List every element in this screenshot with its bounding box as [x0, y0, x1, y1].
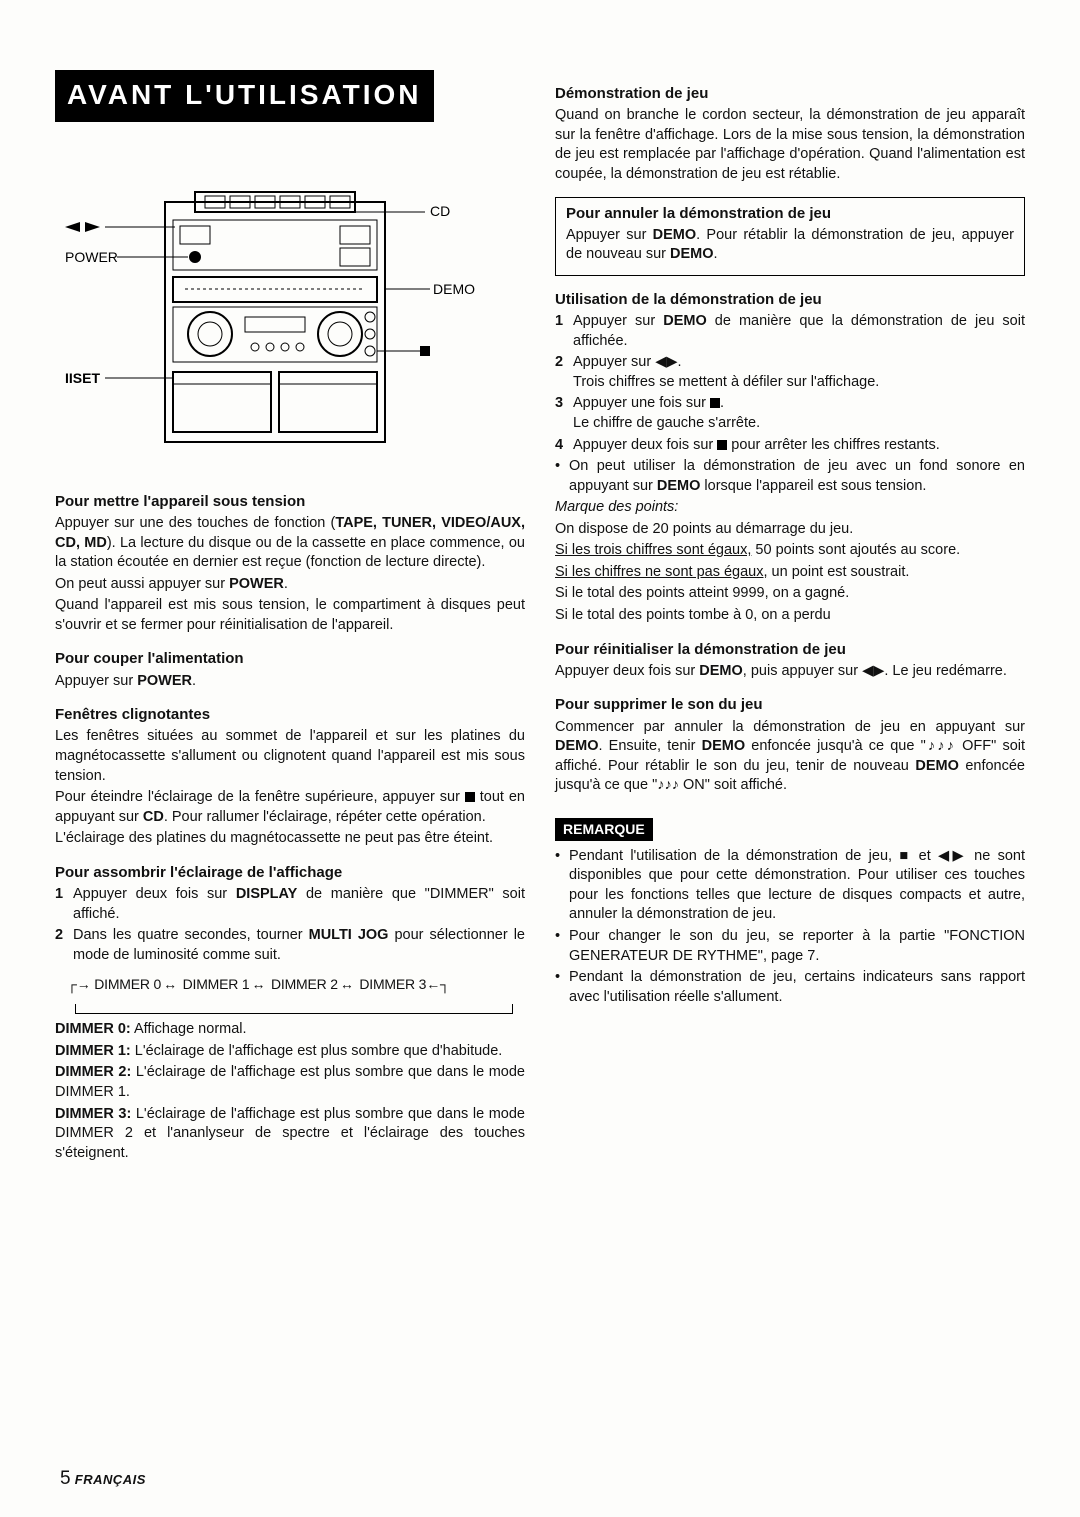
dimmer-desc: DIMMER 1: L'éclairage de l'affichage est…: [55, 1042, 525, 1062]
list-item: 1Appuyer sur DEMO de manière que la démo…: [555, 312, 1025, 351]
section-remarque: REMARQUE Pendant l'utilisation de la dém…: [555, 808, 1025, 1007]
right-column: Démonstration de jeu Quand on branche le…: [555, 70, 1025, 1175]
diagram-demo-label: DEMO: [433, 281, 475, 297]
paragraph: Si le total des points atteint 9999, on …: [555, 584, 1025, 604]
dimmer-desc: DIMMER 2: L'éclairage de l'affichage est…: [55, 1063, 525, 1102]
device-diagram: CD POWER DEMO IISET: [55, 162, 525, 462]
list-item: 1Appuyer deux fois sur DISPLAY de manièr…: [55, 885, 525, 924]
heading-sous-tension: Pour mettre l'appareil sous tension: [55, 492, 525, 512]
dimmer-cycle-loop: [75, 1004, 513, 1014]
two-column-layout: AVANT L'UTILISATION: [55, 70, 1025, 1175]
heading-couper: Pour couper l'alimentation: [55, 649, 525, 669]
dimmer-desc: DIMMER 3: L'éclairage de l'affichage est…: [55, 1105, 525, 1164]
section-reinit: Pour réinitialiser la démonstration de j…: [555, 640, 1025, 682]
list-item: 4Appuyer deux fois sur pour arrêter les …: [555, 436, 1025, 456]
language-label: FRANÇAIS: [75, 1472, 146, 1487]
diagram-set-label: IISET: [65, 370, 100, 386]
paragraph: Les fenêtres situées au sommet de l'appa…: [55, 727, 525, 786]
list-item: 3Appuyer une fois sur .Le chiffre de gau…: [555, 394, 1025, 433]
diagram-cd-label: CD: [430, 203, 450, 219]
heading-supprimer: Pour supprimer le son du jeu: [555, 695, 1025, 715]
paragraph: Si les trois chiffres sont égaux, 50 poi…: [555, 541, 1025, 561]
diagram-power-label: POWER: [65, 249, 118, 265]
heading-fenetres: Fenêtres clignotantes: [55, 705, 525, 725]
bullet-list: Pendant l'utilisation de la démonstratio…: [555, 847, 1025, 1008]
remarque-label: REMARQUE: [555, 818, 653, 841]
list-item: Pendant la démonstration de jeu, certain…: [555, 968, 1025, 1007]
annuler-box: Pour annuler la démonstration de jeu App…: [555, 197, 1025, 276]
left-column: AVANT L'UTILISATION: [55, 70, 525, 1175]
paragraph: Si le total des points tombe à 0, on a p…: [555, 606, 1025, 626]
numbered-list: 1Appuyer deux fois sur DISPLAY de manièr…: [55, 885, 525, 965]
heading-annuler: Pour annuler la démonstration de jeu: [566, 204, 1014, 224]
dimmer-cycle-diagram: ┌→ DIMMER 0↔ DIMMER 1↔ DIMMER 2↔ DIMMER …: [67, 975, 525, 994]
heading-demo: Démonstration de jeu: [555, 84, 1025, 104]
paragraph: Appuyer sur une des touches de fonction …: [55, 514, 525, 573]
numbered-list: 1Appuyer sur DEMO de manière que la démo…: [555, 312, 1025, 455]
paragraph: Commencer par annuler la démonstration d…: [555, 718, 1025, 796]
heading-assombrir: Pour assombrir l'éclairage de l'affichag…: [55, 863, 525, 883]
stop-icon: [717, 440, 727, 450]
page-footer: 5 FRANÇAIS: [60, 1466, 146, 1492]
paragraph: Appuyer sur POWER.: [55, 672, 525, 692]
heading-reinit: Pour réinitialiser la démonstration de j…: [555, 640, 1025, 660]
list-item: On peut utiliser la démonstration de jeu…: [555, 457, 1025, 496]
section-utilisation: Utilisation de la démonstration de jeu 1…: [555, 290, 1025, 626]
page-number: 5: [60, 1468, 71, 1489]
list-item: 2Appuyer sur ◀▶.Trois chiffres se metten…: [555, 353, 1025, 392]
paragraph: L'éclairage des platines du magnétocasse…: [55, 829, 525, 849]
heading-utilisation: Utilisation de la démonstration de jeu: [555, 290, 1025, 310]
section-sous-tension: Pour mettre l'appareil sous tension Appu…: [55, 492, 525, 636]
paragraph: On peut aussi appuyer sur POWER.: [55, 575, 525, 595]
paragraph: Appuyer deux fois sur DEMO, puis appuyer…: [555, 662, 1025, 682]
paragraph: Quand l'appareil est mis sous tension, l…: [55, 596, 525, 635]
list-item: 2Dans les quatre secondes, tourner MULTI…: [55, 926, 525, 965]
section-supprimer: Pour supprimer le son du jeu Commencer p…: [555, 695, 1025, 796]
section-banner: AVANT L'UTILISATION: [55, 70, 434, 122]
section-demo: Démonstration de jeu Quand on branche le…: [555, 84, 1025, 185]
paragraph: Pour éteindre l'éclairage de la fenêtre …: [55, 788, 525, 827]
paragraph: Marque des points:: [555, 498, 1025, 518]
list-item: Pendant l'utilisation de la démonstratio…: [555, 847, 1025, 925]
paragraph: Si les chiffres ne sont pas égaux, un po…: [555, 563, 1025, 583]
bullet-list: On peut utiliser la démonstration de jeu…: [555, 457, 1025, 496]
paragraph: On dispose de 20 points au démarrage du …: [555, 520, 1025, 540]
section-fenetres: Fenêtres clignotantes Les fenêtres situé…: [55, 705, 525, 849]
stop-icon: [710, 398, 720, 408]
section-assombrir: Pour assombrir l'éclairage de l'affichag…: [55, 863, 525, 1163]
section-couper: Pour couper l'alimentation Appuyer sur P…: [55, 649, 525, 691]
paragraph: Quand on branche le cordon secteur, la d…: [555, 106, 1025, 184]
list-item: Pour changer le son du jeu, se reporter …: [555, 927, 1025, 966]
dimmer-desc: DIMMER 0: Affichage normal.: [55, 1020, 525, 1040]
stop-icon: [465, 792, 475, 802]
paragraph: Appuyer sur DEMO. Pour rétablir la démon…: [566, 226, 1014, 265]
